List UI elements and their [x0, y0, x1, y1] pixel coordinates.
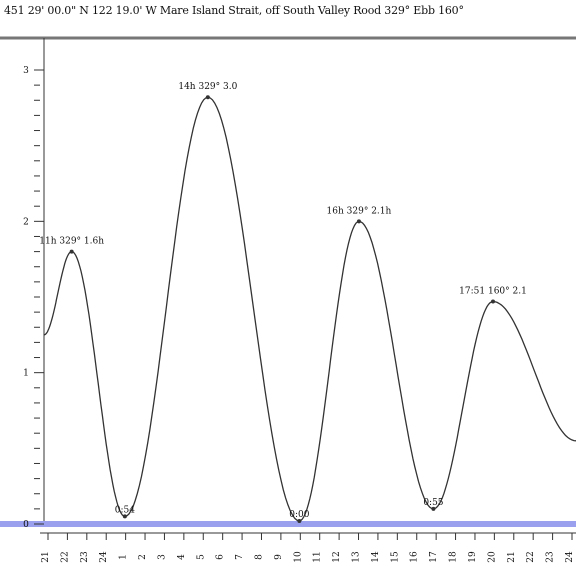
y-tick-label: 0 [23, 520, 29, 530]
y-tick-label: 1 [23, 369, 29, 379]
extremum-marker [297, 518, 302, 523]
y-tick-label: 2 [23, 217, 29, 227]
x-tick-label: 22 [60, 551, 70, 562]
x-tick-label: 15 [390, 551, 400, 563]
peak-label: 17:51 160° 2.1 [459, 287, 527, 297]
extremum-marker [205, 95, 210, 100]
x-tick-label: 14 [371, 551, 381, 563]
x-tick-label: 13 [352, 551, 362, 563]
x-tick-label: 1 [119, 554, 129, 560]
x-tick-label: 24 [565, 551, 575, 563]
x-tick-label: 11 [313, 551, 323, 562]
slack-label: 0:55 [423, 498, 443, 508]
extremum-marker [431, 506, 436, 511]
peak-label: 16h 329° 2.1h [327, 206, 392, 216]
y-tick-label: 3 [23, 66, 29, 76]
x-tick-label: 10 [293, 551, 303, 563]
extremum-marker [356, 219, 361, 224]
zero-baseline [0, 521, 576, 527]
peak-label: 11h 329° 1.6h [39, 237, 104, 247]
x-tick-label: 12 [332, 551, 342, 562]
x-tick-label: 2 [138, 554, 148, 560]
x-tick-label: 21 [41, 551, 51, 562]
chart-title: 451 29' 00.0" N 122 19.0' W Mare Island … [4, 4, 464, 17]
x-tick-label: 23 [80, 551, 90, 563]
extremum-marker [122, 514, 127, 519]
extremum-marker [69, 249, 74, 254]
x-tick-label: 8 [254, 554, 264, 560]
x-tick-label: 22 [526, 551, 536, 562]
current-line [43, 96, 576, 522]
x-tick-label: 9 [274, 554, 284, 560]
extremum-marker [491, 299, 496, 304]
x-tick-label: 19 [468, 551, 478, 563]
x-tick-label: 23 [546, 551, 556, 563]
x-tick-label: 20 [487, 551, 497, 563]
slack-label: 0:00 [289, 510, 309, 520]
x-tick-label: 21 [507, 551, 517, 562]
x-tick-label: 7 [235, 554, 245, 560]
slack-label: 0:54 [115, 505, 135, 515]
x-tick-label: 5 [196, 554, 206, 560]
x-tick-label: 18 [449, 551, 459, 563]
x-tick-label: 4 [177, 554, 187, 560]
x-tick-label: 16 [410, 551, 420, 563]
x-tick-label: 24 [99, 551, 109, 563]
x-tick-label: 17 [429, 551, 439, 563]
peak-label: 14h 329° 3.0 [178, 82, 237, 92]
x-tick-label: 3 [157, 554, 167, 560]
x-tick-label: 6 [216, 554, 226, 560]
